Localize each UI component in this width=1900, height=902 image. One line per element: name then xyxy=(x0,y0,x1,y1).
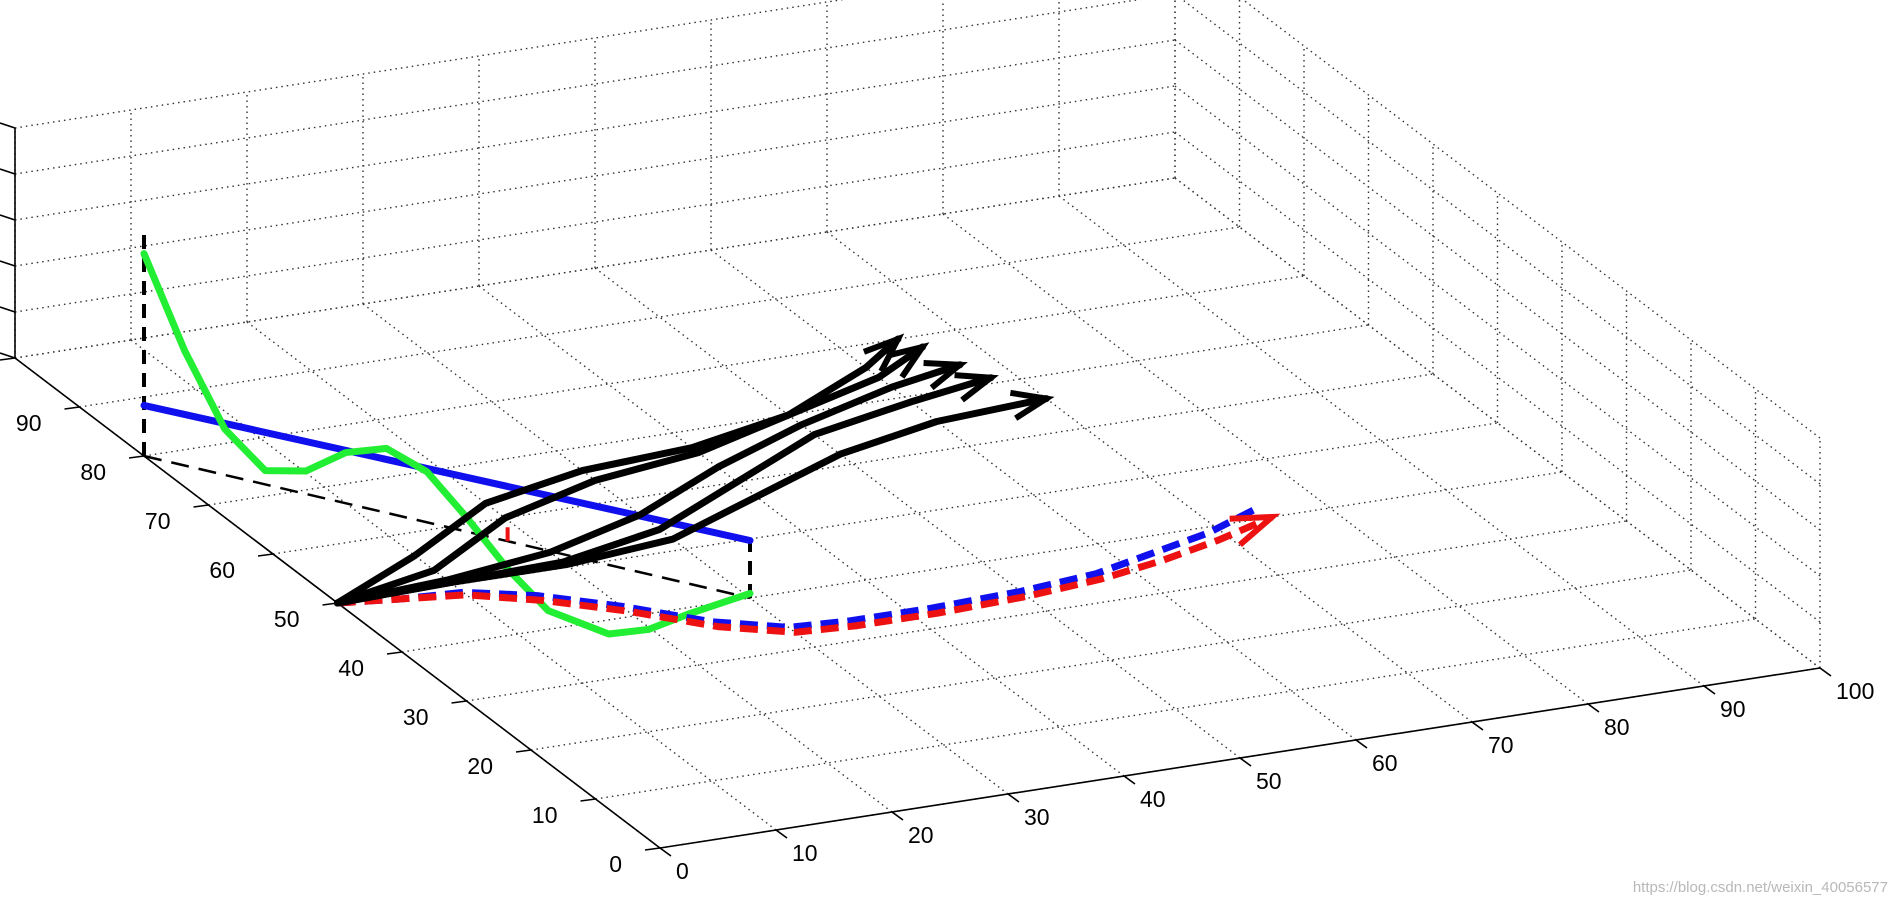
x-tick-label: 70 xyxy=(1488,732,1514,758)
y-tick-mark xyxy=(386,651,403,655)
series-black-arrowhead xyxy=(862,333,905,373)
x-tick-mark xyxy=(1703,685,1716,695)
x-tick-mark xyxy=(659,847,672,857)
x-tick-mark xyxy=(1819,667,1832,677)
x-tick-mark xyxy=(1007,793,1020,803)
axes xyxy=(0,122,1832,857)
series-black-line xyxy=(334,361,964,607)
x-tick-mark xyxy=(1587,703,1600,713)
y-tick-label: 80 xyxy=(80,459,106,485)
y-tick-label: 0 xyxy=(609,851,622,877)
tick-labels: 0 10 20 30 40 50 60 70 80 90 100 0 10 20 30 40 50 60 70 80 9… xyxy=(16,410,1874,884)
x-tick-label: 10 xyxy=(792,840,818,866)
y-tick-mark xyxy=(128,455,145,459)
y-tick-mark xyxy=(515,749,532,753)
z-tick-mark xyxy=(0,168,16,175)
y-tick-mark xyxy=(451,700,467,704)
x-tick-mark xyxy=(1355,739,1368,749)
y-tick-label: 10 xyxy=(532,802,558,828)
x-tick-label: 0 xyxy=(676,858,689,884)
y-tick-label: 30 xyxy=(403,704,429,730)
series-lines xyxy=(140,226,1281,638)
series-green-line xyxy=(140,250,754,638)
series-black-arrowhead xyxy=(954,372,999,403)
y-tick-label: 20 xyxy=(467,753,493,779)
x-tick-label: 80 xyxy=(1604,714,1630,740)
series-black-arrowhead xyxy=(886,342,930,379)
x-tick-mark xyxy=(775,829,788,839)
x-tick-label: 100 xyxy=(1836,678,1874,704)
y-tick-label: 70 xyxy=(145,508,171,534)
z-tick-mark xyxy=(0,352,16,359)
z-tick-mark xyxy=(0,260,16,267)
y-tick-label: 90 xyxy=(16,410,42,436)
z-tick-mark xyxy=(0,306,16,313)
floor-grid-line xyxy=(826,231,1473,723)
series-black-line xyxy=(334,335,902,607)
right-wall-grid-line xyxy=(1174,85,1821,577)
x-tick-mark xyxy=(891,811,904,821)
series-black-line xyxy=(334,395,1050,607)
floor-grid-line xyxy=(79,226,1240,408)
x-tick-mark xyxy=(1239,757,1252,767)
grid-lines xyxy=(14,0,1821,849)
floor-grid-line xyxy=(143,275,1305,457)
right-wall-grid-line xyxy=(1174,131,1821,623)
series-black-arrowhead xyxy=(923,360,968,391)
y-tick-label: 40 xyxy=(338,655,364,681)
y-tick-mark xyxy=(644,847,661,851)
x-tick-label: 30 xyxy=(1024,804,1050,830)
floor-grid-line xyxy=(595,618,1756,800)
floor-grid-line xyxy=(942,213,1589,705)
x-tick-label: 50 xyxy=(1256,768,1282,794)
y-tick-mark xyxy=(64,406,80,410)
x-tick-label: 90 xyxy=(1720,696,1746,722)
z-tick-mark xyxy=(0,122,16,129)
z-tick-mark xyxy=(0,214,16,221)
series-red-arrowhead xyxy=(1229,513,1281,548)
x-tick-label: 20 xyxy=(908,822,934,848)
x-tick-mark xyxy=(1123,775,1136,785)
series-blue-line xyxy=(140,401,754,544)
y-tick-label: 50 xyxy=(274,606,300,632)
floor-grid-line xyxy=(478,285,1125,777)
x-tick-label: 60 xyxy=(1372,750,1398,776)
y-tick-mark xyxy=(0,357,16,361)
back-wall-grid-line xyxy=(14,0,1141,175)
series-black-floor-dashed xyxy=(143,454,751,600)
x-tick-mark xyxy=(1471,721,1484,731)
y-tick-mark xyxy=(580,798,596,802)
floor-grid-line xyxy=(530,569,1692,751)
series-black-line xyxy=(334,343,926,607)
series-black-arrowhead xyxy=(1009,389,1055,421)
back-wall-grid-line xyxy=(14,131,1176,313)
x-tick-label: 40 xyxy=(1140,786,1166,812)
y-tick-mark xyxy=(257,553,274,557)
y-tick-mark xyxy=(193,504,209,508)
y-tick-label: 60 xyxy=(209,557,235,583)
watermark: https://blog.csdn.net/weixin_40056577 xyxy=(1632,879,1888,896)
series-red-dashed-line xyxy=(337,513,1274,636)
